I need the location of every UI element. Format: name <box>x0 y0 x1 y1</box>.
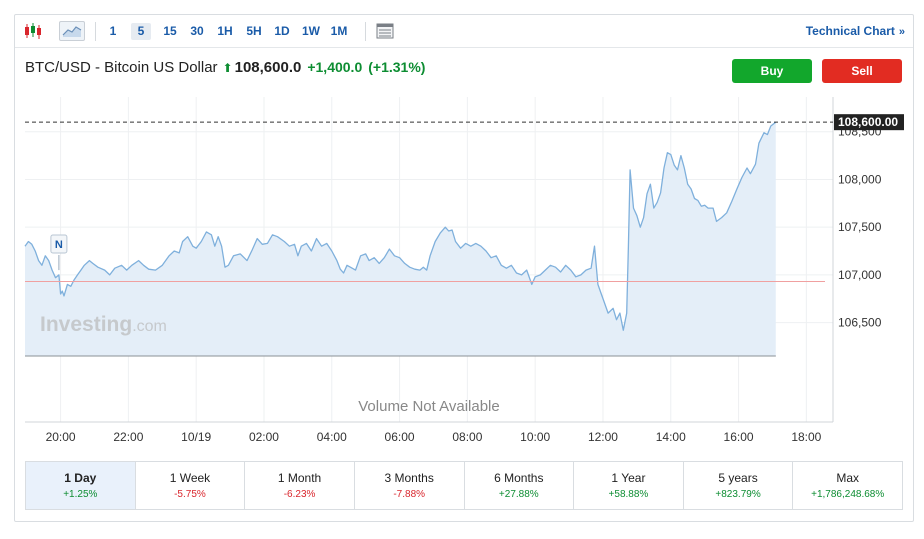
double-chevron-right-icon: » <box>898 26 905 38</box>
x-tick-label: 10/19 <box>181 430 211 444</box>
period-change: +1,786,248.68% <box>811 489 885 500</box>
timeframe-5[interactable]: 5 <box>131 23 151 40</box>
chart-toolbar: 1 5 15 30 1H 5H 1D 1W 1M Technical Chart» <box>15 15 913 48</box>
period-change: -7.88% <box>393 489 426 500</box>
period-change: +58.88% <box>608 489 649 500</box>
x-tick-label: 04:00 <box>317 430 347 444</box>
x-tick-label: 20:00 <box>46 430 76 444</box>
period-1-week[interactable]: 1 Week -5.75% <box>136 462 246 509</box>
sell-button[interactable]: Sell <box>822 59 902 83</box>
news-marker-box[interactable] <box>50 234 68 254</box>
x-tick-label: 08:00 <box>452 430 482 444</box>
period-label: 1 Year <box>611 471 646 485</box>
timeframe-5h[interactable]: 5H <box>246 24 262 38</box>
candlestick-icon[interactable] <box>21 21 45 41</box>
up-arrow-icon: ⬆ <box>222 61 233 75</box>
period-5-years[interactable]: 5 years +823.79% <box>684 462 794 509</box>
x-tick-label: 14:00 <box>656 430 686 444</box>
x-tick-label: 10:00 <box>520 430 550 444</box>
last-price: 108,600.0 <box>234 59 302 76</box>
period-change: +823.79% <box>715 489 761 500</box>
period-change: -5.75% <box>174 489 206 500</box>
price-change-percent: (+1.31%) <box>368 59 426 75</box>
period-1-month[interactable]: 1 Month -6.23% <box>245 462 355 509</box>
period-6-months[interactable]: 6 Months +27.88% <box>465 462 575 509</box>
period-label: Max <box>836 471 860 485</box>
timeframe-1m[interactable]: 1M <box>330 24 348 38</box>
price-line <box>24 121 777 331</box>
price-change: +1,400.0 <box>307 59 363 75</box>
technical-chart-link[interactable]: Technical Chart» <box>806 23 905 41</box>
news-marker-label: N <box>55 239 63 251</box>
y-tick-label: 108,000 <box>838 172 882 186</box>
period-label: 3 Months <box>384 471 434 485</box>
quote-line: BTC/USD - Bitcoin US Dollar ⬆ 108,600.0 +1,… <box>25 59 425 76</box>
buy-button[interactable]: Buy <box>732 59 812 83</box>
period-label: 1 Day <box>64 471 97 485</box>
period-max[interactable]: Max +1,786,248.68% <box>793 462 902 509</box>
toolbar-separator <box>95 22 96 41</box>
y-tick-label: 106,500 <box>838 316 882 330</box>
timeframe-1[interactable]: 1 <box>109 24 117 38</box>
timeframe-1w[interactable]: 1W <box>302 24 320 38</box>
y-tick-label: 107,000 <box>838 268 882 282</box>
last-price-tag <box>834 114 904 131</box>
period-3-months[interactable]: 3 Months -7.88% <box>355 462 465 509</box>
timeframe-30[interactable]: 30 <box>190 24 204 38</box>
chart-widget: 1 5 15 30 1H 5H 1D 1W 1M Technical Chart» BTC/US… <box>14 14 914 522</box>
table-icon[interactable] <box>373 21 397 41</box>
period-label: 5 years <box>718 471 758 485</box>
x-tick-label: 02:00 <box>249 430 279 444</box>
period-performance-bar: 1 Day +1.25% 1 Week -5.75% 1 Month -6.23% 3 Mo… <box>25 461 903 510</box>
price-area-fill <box>25 122 776 356</box>
period-1-day[interactable]: 1 Day +1.25% <box>26 462 136 509</box>
period-label: 6 Months <box>494 471 544 485</box>
technical-chart-label: Technical Chart <box>805 24 895 38</box>
period-change: -6.23% <box>283 489 316 500</box>
timeframe-15[interactable]: 15 <box>163 24 177 38</box>
period-label: 1 Month <box>277 471 322 485</box>
timeframe-1d[interactable]: 1D <box>274 24 290 38</box>
y-tick-label: 107,500 <box>838 220 882 234</box>
price-chart[interactable]: 106,500107,000107,500108,000108,50020:00… <box>15 15 913 455</box>
x-tick-label: 22:00 <box>113 430 143 444</box>
quote-header: BTC/USD - Bitcoin US Dollar ⬆ 108,600.0 +1,… <box>15 49 913 89</box>
period-label: 1 Week <box>169 471 211 485</box>
investing-watermark: Investing.com <box>40 313 167 336</box>
timeframe-1h[interactable]: 1H <box>217 24 233 38</box>
instrument-name: BTC/USD - Bitcoin US Dollar <box>25 59 218 76</box>
period-1-year[interactable]: 1 Year +58.88% <box>574 462 684 509</box>
x-tick-label: 06:00 <box>385 430 415 444</box>
last-price-tag-label: 108,600.00 <box>838 115 898 129</box>
x-tick-label: 16:00 <box>724 430 754 444</box>
toolbar-separator <box>365 22 366 41</box>
area-chart-icon[interactable] <box>59 21 85 41</box>
x-tick-label: 12:00 <box>588 430 618 444</box>
x-tick-label: 18:00 <box>791 430 821 444</box>
period-change: +1.25% <box>63 489 98 500</box>
volume-not-available: Volume Not Available <box>358 398 499 415</box>
period-change: +27.88% <box>498 489 539 500</box>
